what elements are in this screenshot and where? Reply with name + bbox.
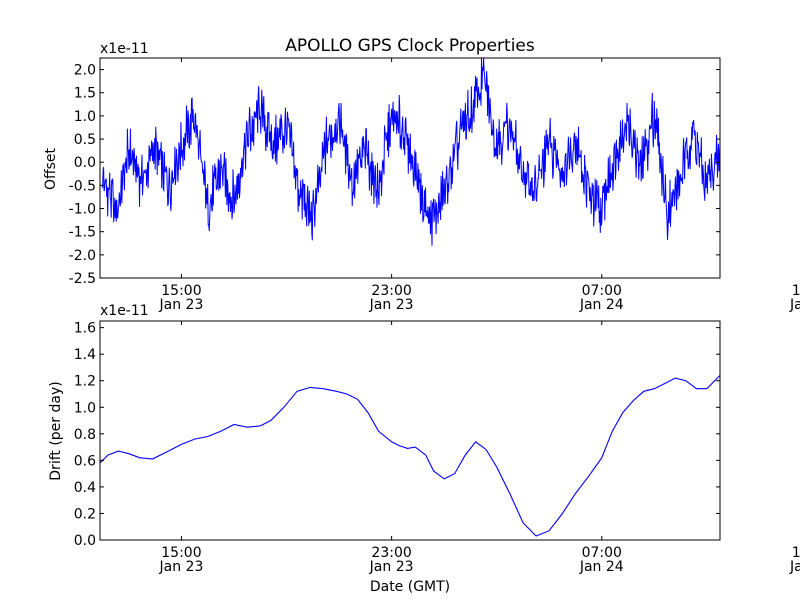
drift-ytick-label: 1.4 [74,347,96,363]
offset-ytick-label: 0.5 [74,132,96,148]
drift-series-line [100,374,720,537]
drift-ytick-label: 0.8 [74,427,96,443]
offset-xtick-date-label: Jan 23 [159,297,204,313]
offset-chart-scale-label: x1e-11 [100,41,149,57]
offset-xtick-date-label: Jan 23 [369,297,414,313]
drift-ytick-label: 0.0 [74,533,96,549]
drift-chart-ylabel: Drift (per day) [48,381,64,480]
offset-xtick-date-label: Jan 24 [789,297,800,313]
drift-ytick-label: 1.0 [74,400,96,416]
offset-ytick-label: 1.0 [74,109,96,125]
drift-ytick-label: 1.6 [74,321,96,337]
drift-xtick-date-label: Jan 24 [579,559,624,575]
drift-xtick-date-label: Jan 23 [159,559,204,575]
drift-xtick-time-label: 15:00 [792,545,800,561]
offset-ytick-label: -1.5 [69,225,96,241]
drift-ytick-label: 0.4 [74,480,96,496]
offset-xtick-date-label: Jan 24 [579,297,624,313]
drift-axes-frame [99,320,721,541]
offset-series-line [102,58,720,246]
offset-xtick-time-label: 15:00 [792,283,800,299]
drift-chart-xlabel: Date (GMT) [370,579,450,595]
drift-ytick-label: 0.6 [74,453,96,469]
drift-xtick-time-label: 07:00 [582,545,622,561]
offset-ytick-label: 1.5 [74,86,96,102]
offset-axes-frame [99,57,721,279]
drift-ytick-label: 1.2 [74,374,96,390]
drift-xtick-time-label: 15:00 [161,545,201,561]
offset-ytick-label: -0.5 [69,178,96,194]
offset-ytick-label: -2.5 [69,271,96,287]
drift-ytick-label: 0.2 [74,506,96,522]
offset-xtick-time-label: 23:00 [371,283,411,299]
offset-ytick-label: -2.0 [69,248,96,264]
offset-xtick-time-label: 15:00 [161,283,201,299]
drift-chart-scale-label: x1e-11 [100,303,149,319]
offset-chart-ylabel: Offset [43,147,59,190]
offset-ytick-label: 2.0 [74,63,96,79]
offset-xtick-time-label: 07:00 [582,283,622,299]
offset-ytick-label: -1.0 [69,202,96,218]
offset-chart: x1e-11 Offset -2.5 -2.0 -1.5 -1.0 -0.5 0.0 0.5… [43,41,800,313]
drift-xtick-time-label: 23:00 [371,545,411,561]
drift-chart: x1e-11 Drift (per day) Date (GMT) 0.0 0.2… [48,303,800,595]
offset-ytick-label: 0.0 [74,155,96,171]
figure-title: APOLLO GPS Clock Properties [285,36,535,56]
drift-xtick-date-label: Jan 24 [789,559,800,575]
drift-xtick-date-label: Jan 23 [369,559,414,575]
